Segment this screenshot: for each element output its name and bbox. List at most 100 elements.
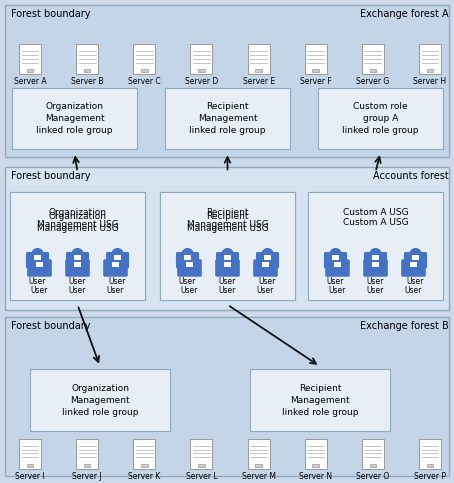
FancyBboxPatch shape [160,192,295,300]
FancyBboxPatch shape [26,252,49,269]
FancyBboxPatch shape [5,5,449,157]
FancyBboxPatch shape [36,262,43,267]
Text: User: User [367,286,384,295]
FancyBboxPatch shape [215,259,240,277]
Text: Forest boundary: Forest boundary [11,321,90,331]
FancyBboxPatch shape [84,69,90,72]
Text: Server A: Server A [14,77,46,86]
Text: User: User [219,286,236,295]
FancyBboxPatch shape [198,464,205,467]
Circle shape [259,255,272,268]
FancyBboxPatch shape [27,69,33,72]
FancyBboxPatch shape [19,44,41,74]
Text: Server I: Server I [15,472,45,481]
Text: User: User [259,277,276,286]
Text: User: User [257,286,274,295]
Text: Organization
Management
linked role group: Organization Management linked role grou… [62,384,138,416]
FancyBboxPatch shape [256,252,279,269]
Circle shape [407,255,420,268]
FancyBboxPatch shape [224,262,231,267]
FancyBboxPatch shape [362,439,384,469]
Circle shape [262,248,274,260]
FancyBboxPatch shape [372,255,379,259]
Text: Recipient
Management
linked role group: Recipient Management linked role group [282,384,358,416]
FancyBboxPatch shape [10,192,145,300]
FancyBboxPatch shape [103,259,128,277]
Text: Custom role
group A
linked role group: Custom role group A linked role group [342,102,419,135]
FancyBboxPatch shape [19,439,41,469]
Text: User: User [69,286,86,295]
FancyBboxPatch shape [141,464,148,467]
Text: Recipient
Management USG: Recipient Management USG [187,212,268,280]
Text: Server D: Server D [185,77,218,86]
Text: User: User [69,277,86,286]
Text: Recipient
Management USG: Recipient Management USG [187,208,268,229]
FancyBboxPatch shape [419,439,441,469]
FancyBboxPatch shape [247,44,270,74]
Text: User: User [179,277,196,286]
Text: Server P: Server P [414,472,446,481]
FancyBboxPatch shape [308,192,443,300]
FancyBboxPatch shape [65,259,90,277]
FancyBboxPatch shape [363,259,388,277]
Text: User: User [405,286,422,295]
Text: Server L: Server L [186,472,217,481]
Text: User: User [107,286,124,295]
Circle shape [111,248,123,260]
FancyBboxPatch shape [160,192,295,300]
FancyBboxPatch shape [186,262,193,267]
FancyBboxPatch shape [325,259,350,277]
Circle shape [331,255,344,268]
FancyBboxPatch shape [177,259,202,277]
Circle shape [71,248,84,260]
Text: Server M: Server M [242,472,276,481]
Text: Exchange forest A: Exchange forest A [360,9,449,19]
FancyBboxPatch shape [133,44,155,74]
Circle shape [33,255,46,268]
Text: User: User [329,286,346,295]
FancyBboxPatch shape [247,439,270,469]
FancyBboxPatch shape [401,259,426,277]
Text: User: User [29,277,46,286]
FancyBboxPatch shape [133,439,155,469]
FancyBboxPatch shape [76,439,98,469]
FancyBboxPatch shape [27,259,52,277]
Text: User: User [367,277,384,286]
FancyBboxPatch shape [364,252,387,269]
Text: Server C: Server C [128,77,161,86]
FancyBboxPatch shape [262,262,269,267]
Text: Server O: Server O [356,472,390,481]
FancyBboxPatch shape [305,44,327,74]
FancyBboxPatch shape [190,44,212,74]
Text: User: User [327,277,344,286]
Text: Forest boundary: Forest boundary [11,171,90,181]
Text: Server E: Server E [242,77,275,86]
FancyBboxPatch shape [362,44,384,74]
Circle shape [109,255,122,268]
FancyBboxPatch shape [305,439,327,469]
Text: Server K: Server K [128,472,160,481]
FancyBboxPatch shape [255,69,262,72]
Text: Custom A USG: Custom A USG [343,208,408,217]
FancyBboxPatch shape [264,255,271,259]
FancyBboxPatch shape [176,252,199,269]
FancyBboxPatch shape [190,439,212,469]
FancyBboxPatch shape [370,464,376,467]
FancyBboxPatch shape [412,255,419,259]
FancyBboxPatch shape [427,69,433,72]
FancyBboxPatch shape [165,87,290,149]
FancyBboxPatch shape [184,255,191,259]
Text: User: User [181,286,198,295]
Text: User: User [407,277,424,286]
FancyBboxPatch shape [106,252,129,269]
Circle shape [410,248,422,260]
Text: Server N: Server N [299,472,332,481]
FancyBboxPatch shape [255,464,262,467]
Circle shape [222,248,234,260]
FancyBboxPatch shape [76,44,98,74]
Text: Server H: Server H [414,77,447,86]
FancyBboxPatch shape [5,317,449,476]
FancyBboxPatch shape [332,255,339,259]
FancyBboxPatch shape [27,464,33,467]
Text: Organization
Management
linked role group: Organization Management linked role grou… [36,102,113,135]
